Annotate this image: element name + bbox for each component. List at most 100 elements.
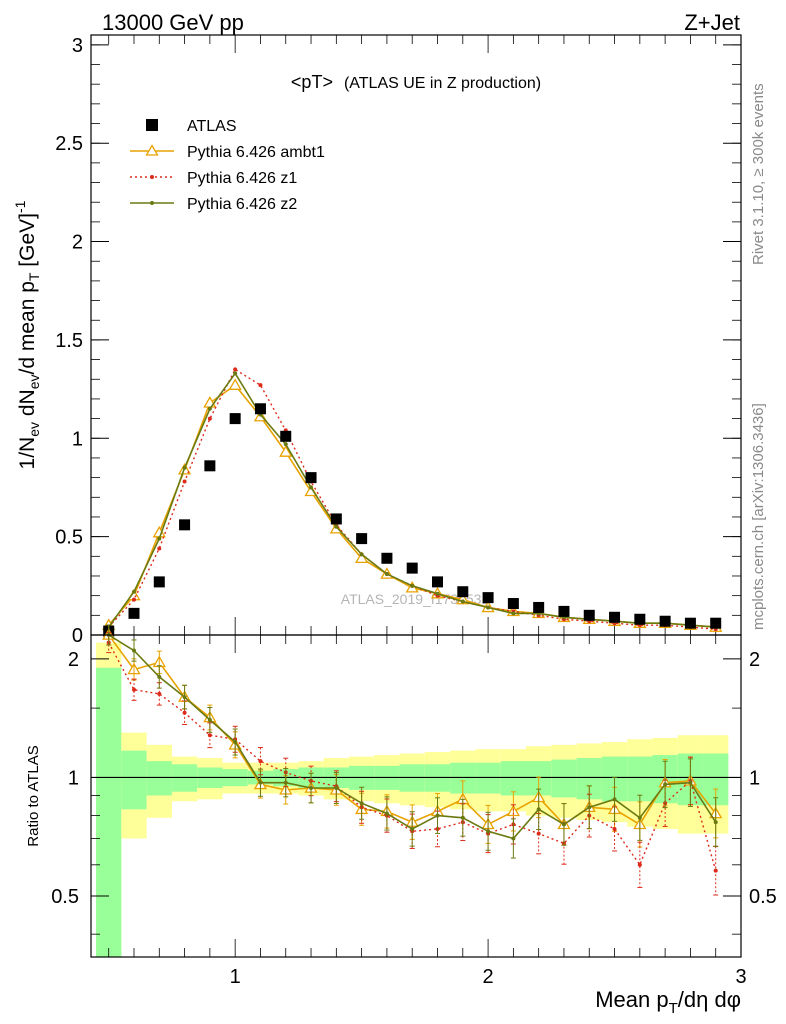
data-point bbox=[157, 546, 162, 551]
ratio-y-tick-label: 0.5 bbox=[51, 886, 79, 908]
data-point bbox=[710, 617, 722, 629]
stat-uncertainty-band bbox=[146, 761, 172, 796]
data-point bbox=[330, 513, 342, 525]
data-point bbox=[486, 605, 491, 610]
legend-entry: ATLAS bbox=[146, 118, 237, 135]
data-point bbox=[128, 607, 140, 619]
legend-label: Pythia 6.426 z2 bbox=[187, 196, 297, 213]
ratio-y-tick-label-right: 0.5 bbox=[749, 886, 777, 908]
ratio-uncertainty-bands bbox=[96, 642, 729, 957]
data-point bbox=[435, 591, 440, 596]
data-point bbox=[254, 403, 266, 415]
chart-title: <pT> (ATLAS UE in Z production) bbox=[291, 72, 541, 92]
data-point bbox=[258, 383, 263, 388]
ratio-y-tick-label: 1 bbox=[68, 767, 79, 789]
data-point bbox=[460, 599, 465, 604]
legend-entry: Pythia 6.426 z1 bbox=[130, 170, 297, 187]
watermark-label: ATLAS_2019_I1736531 bbox=[341, 591, 490, 607]
data-point bbox=[153, 576, 165, 588]
ratio-series bbox=[102, 624, 723, 896]
data-point bbox=[179, 519, 191, 531]
legend-label: ATLAS bbox=[187, 118, 237, 135]
legend-entry: Pythia 6.426 z2 bbox=[130, 196, 297, 213]
data-point bbox=[482, 592, 494, 604]
ratio-y-tick-label: 2 bbox=[68, 649, 79, 671]
main-y-tick-label: 1 bbox=[72, 428, 83, 450]
chart-title-main: <pT> bbox=[291, 72, 333, 92]
data-point bbox=[279, 445, 293, 457]
data-point bbox=[355, 551, 369, 564]
mcplots-source-label: mcplots.cern.ch [arXiv:1306.3436] bbox=[750, 403, 767, 630]
data-point bbox=[233, 371, 238, 376]
data-point bbox=[204, 460, 216, 472]
ratio-panel: 0.5 0.5 1 1 2 2 1 2 3 Ratio to ATLAS Mean pT/dη … bbox=[25, 624, 777, 1017]
data-point bbox=[659, 615, 671, 627]
data-point bbox=[131, 597, 136, 602]
data-point bbox=[157, 536, 162, 541]
legend-swatch-marker bbox=[150, 175, 154, 179]
data-point bbox=[157, 691, 162, 696]
legend-label: Pythia 6.426 z1 bbox=[187, 170, 297, 187]
data-point bbox=[507, 598, 519, 610]
ratio-series-group bbox=[106, 624, 719, 859]
rivet-version-label: Rivet 3.1.10, ≥ 300k events bbox=[750, 83, 767, 265]
ratio-y-tick-label-right: 2 bbox=[749, 649, 760, 671]
legend-swatch-marker bbox=[150, 201, 154, 205]
data-point bbox=[182, 710, 187, 715]
x-tick-label: 2 bbox=[483, 966, 494, 988]
stat-uncertainty-band bbox=[475, 762, 501, 794]
data-point bbox=[381, 552, 393, 564]
stat-uncertainty-band bbox=[96, 667, 122, 957]
data-point bbox=[410, 583, 415, 588]
legend: ATLAS Pythia 6.426 ambt1 Pythia 6.426 z1 Py… bbox=[130, 118, 325, 213]
main-y-tick-label: 2.5 bbox=[55, 133, 83, 155]
x-tick-label: 3 bbox=[735, 966, 746, 988]
ratio-ticks: 0.5 0.5 1 1 2 2 1 2 3 bbox=[51, 635, 777, 988]
data-point bbox=[280, 430, 292, 442]
data-point bbox=[233, 367, 238, 372]
stat-uncertainty-band bbox=[551, 759, 577, 798]
x-axis-label: Mean pT/dη dφ bbox=[595, 987, 741, 1017]
data-point bbox=[305, 472, 317, 484]
data-point bbox=[533, 601, 545, 613]
data-point bbox=[359, 552, 364, 557]
chart-subtitle: (ATLAS UE in Z production) bbox=[344, 75, 541, 92]
data-point bbox=[511, 611, 516, 616]
data-point bbox=[207, 406, 212, 411]
data-point bbox=[182, 479, 187, 484]
data-point bbox=[283, 442, 288, 447]
data-point bbox=[207, 416, 212, 421]
data-point bbox=[406, 562, 418, 574]
data-point bbox=[634, 613, 646, 625]
stat-uncertainty-band bbox=[121, 750, 147, 810]
data-point bbox=[334, 524, 339, 529]
x-tick-label: 1 bbox=[230, 966, 241, 988]
main-y-tick-label: 0 bbox=[72, 625, 83, 647]
main-y-tick-label: 2 bbox=[72, 232, 83, 254]
data-point bbox=[431, 576, 443, 588]
main-y-axis-label: 1/Nev dNev/d mean pT [GeV]-1 bbox=[12, 200, 42, 469]
data-point bbox=[684, 617, 696, 629]
main-y-tick-label: 0.5 bbox=[55, 527, 83, 549]
data-point bbox=[457, 586, 469, 598]
ratio-panel-frame bbox=[90, 634, 742, 958]
main-y-tick-label: 3 bbox=[72, 35, 83, 57]
data-point bbox=[356, 533, 368, 545]
legend-swatch bbox=[146, 119, 158, 131]
legend-swatch-marker bbox=[145, 144, 159, 156]
main-series-group bbox=[103, 403, 722, 637]
ratio-y-axis-label: Ratio to ATLAS bbox=[25, 745, 42, 846]
data-point bbox=[558, 605, 570, 617]
data-point bbox=[228, 378, 242, 390]
legend-entry: Pythia 6.426 ambt1 bbox=[130, 144, 325, 161]
main-panel: 0 0.5 1 1.5 2 2.5 3 ATLAS_2019_I1736531 <pT> (… bbox=[12, 34, 742, 647]
data-point bbox=[131, 589, 136, 594]
header-process-label: Z+Jet bbox=[684, 10, 740, 35]
stat-uncertainty-band bbox=[627, 756, 653, 802]
data-point bbox=[131, 687, 136, 692]
legend-label: Pythia 6.426 ambt1 bbox=[187, 144, 325, 161]
header-beam-label: 13000 GeV pp bbox=[102, 10, 244, 35]
main-series bbox=[102, 367, 723, 637]
data-point bbox=[309, 485, 314, 490]
